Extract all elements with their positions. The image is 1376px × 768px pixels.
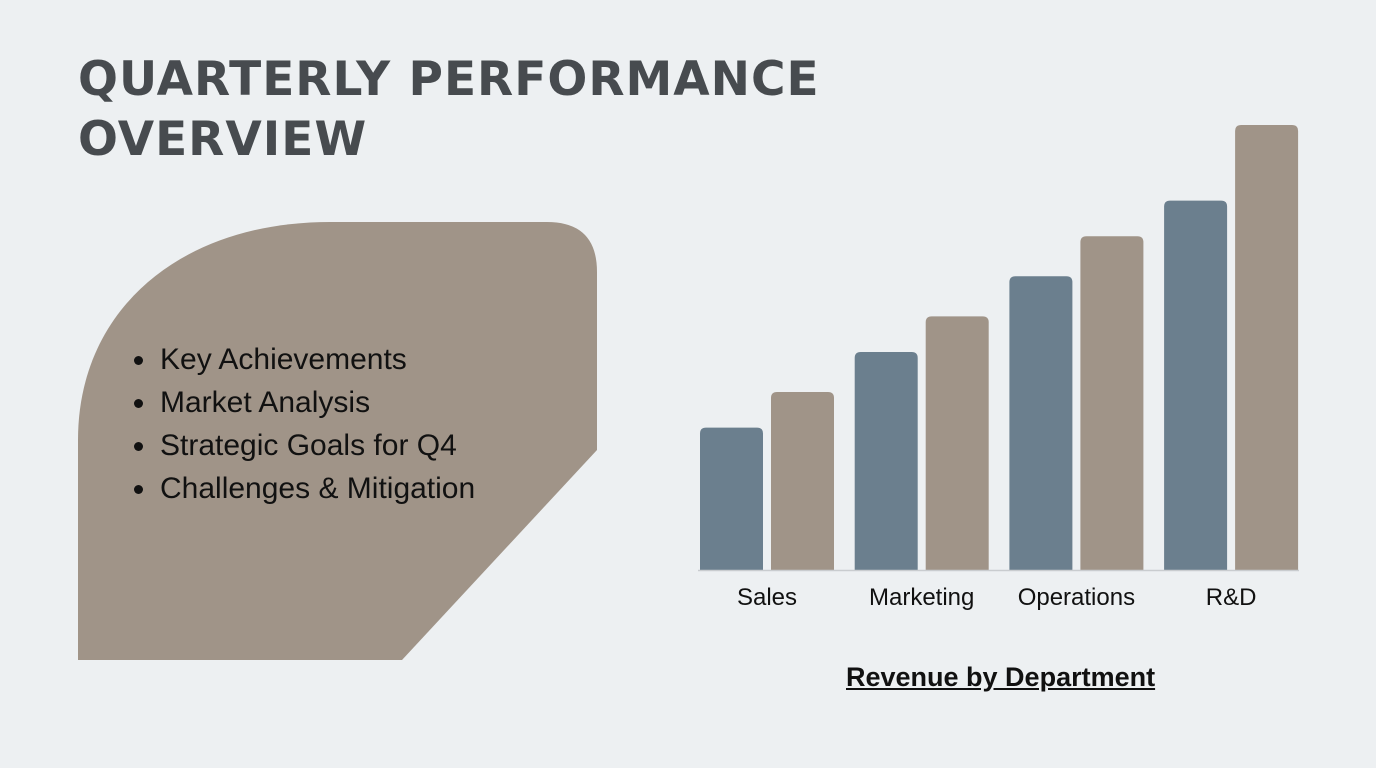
x-tick-label: Marketing bbox=[869, 584, 974, 611]
bar-sales-2 bbox=[771, 392, 834, 570]
bullet-item: Challenges & Mitigation bbox=[132, 467, 475, 510]
bullet-list: Key Achievements Market Analysis Strateg… bbox=[132, 338, 475, 510]
bar-operations-2 bbox=[1080, 236, 1144, 570]
x-tick-label: Sales bbox=[737, 584, 797, 611]
x-tick-label: R&D bbox=[1206, 584, 1257, 611]
chart-title: Revenue by Department bbox=[846, 662, 1156, 692]
decorative-shape bbox=[78, 222, 597, 660]
bar-operations-1 bbox=[1009, 276, 1073, 570]
bar-rd-1 bbox=[1164, 200, 1228, 570]
bullet-item: Strategic Goals for Q4 bbox=[132, 424, 475, 467]
bar-marketing-2 bbox=[925, 316, 989, 570]
slide-title: QUARTERLY PERFORMANCE OVERVIEW bbox=[78, 52, 820, 167]
bar-marketing-1 bbox=[854, 351, 918, 570]
bullet-item: Market Analysis bbox=[132, 381, 475, 424]
bar-rd-2 bbox=[1235, 125, 1299, 570]
bullet-item: Key Achievements bbox=[132, 338, 475, 381]
bar-sales-1 bbox=[700, 427, 763, 570]
x-tick-label: Operations bbox=[1018, 584, 1135, 611]
